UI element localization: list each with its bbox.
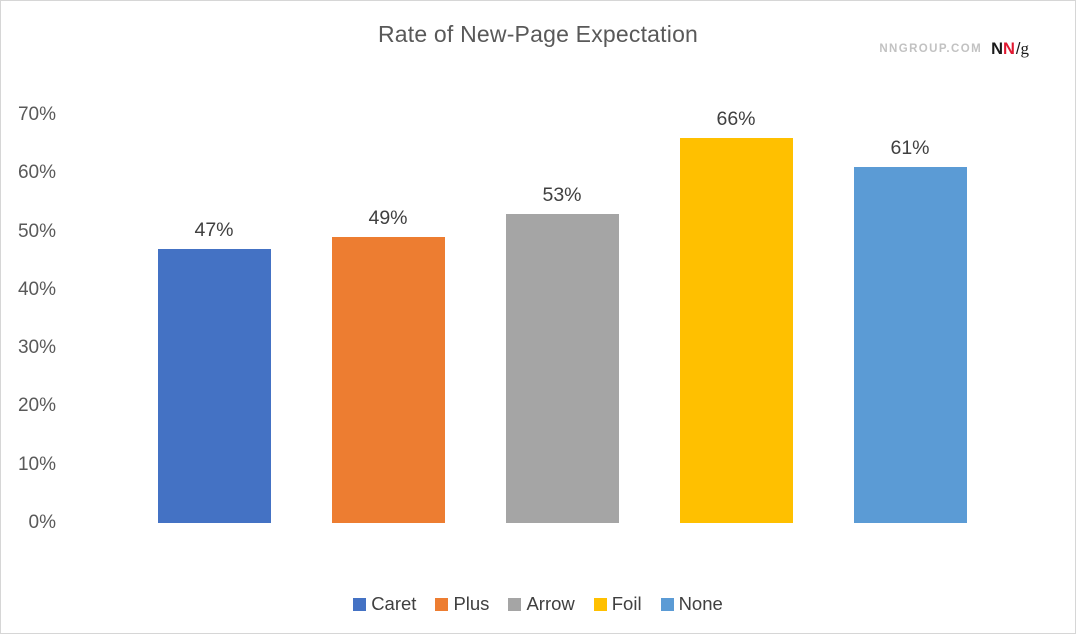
bar-foil: [679, 138, 793, 523]
bar-plus: [331, 237, 445, 523]
nng-logo-g: g: [1020, 39, 1030, 58]
nng-logo-mark: NN/g: [991, 40, 1029, 58]
y-tick-label: 50%: [17, 220, 56, 242]
legend-item-caret: Caret: [353, 593, 416, 615]
nngroup-logo: NNGROUP.COM NN/g: [879, 40, 1029, 58]
nngroup-site-text: NNGROUP.COM: [879, 42, 983, 55]
legend-swatch-icon: [435, 597, 449, 611]
y-tick-label: 60%: [17, 162, 56, 184]
y-tick-label: 30%: [17, 337, 56, 359]
bar-value-label: 61%: [890, 137, 930, 160]
nng-logo-slash: /: [1015, 40, 1021, 58]
bar-column-none: 61%: [823, 137, 997, 523]
legend-label: Plus: [453, 593, 490, 614]
nng-logo-n2: N: [1002, 40, 1015, 58]
bar-value-label: 66%: [716, 108, 756, 131]
y-axis: 0% 10% 20% 30% 40% 50% 60% 70%: [1, 104, 56, 533]
legend-label: None: [678, 593, 723, 614]
legend-item-plus: Plus: [435, 593, 489, 615]
y-tick-label: 40%: [17, 278, 56, 300]
y-tick-label: 70%: [17, 104, 56, 125]
bar-none: [853, 167, 967, 523]
bar-arrow: [505, 214, 619, 523]
legend-swatch-icon: [508, 597, 522, 611]
legend-item-arrow: Arrow: [508, 593, 575, 615]
legend-swatch-icon: [353, 597, 367, 611]
bar-column-caret: 47%: [127, 219, 301, 523]
legend-label: Arrow: [526, 593, 575, 614]
legend-swatch-icon: [593, 597, 607, 611]
bar-column-arrow: 53%: [475, 184, 649, 523]
y-tick-label: 10%: [17, 453, 56, 475]
legend-label: Caret: [371, 593, 417, 614]
y-tick-label: 0%: [28, 512, 56, 533]
bar-caret: [157, 249, 271, 523]
legend: Caret Plus Arrow Foil None: [1, 593, 1075, 615]
bar-value-label: 47%: [194, 219, 234, 242]
legend-item-foil: Foil: [593, 593, 642, 615]
bar-value-label: 53%: [542, 184, 582, 207]
legend-label: Foil: [611, 593, 642, 614]
y-tick-label: 20%: [17, 395, 56, 417]
legend-swatch-icon: [660, 597, 674, 611]
legend-item-none: None: [660, 593, 723, 615]
bar-value-label: 49%: [368, 207, 408, 230]
bar-column-foil: 66%: [649, 108, 823, 523]
plot-area: 47% 49% 53% 66% 61%: [127, 108, 997, 523]
bar-column-plus: 49%: [301, 207, 475, 523]
chart-title: Rate of New-Page Expectation: [377, 21, 699, 47]
nng-logo-n1: N: [991, 40, 1003, 58]
